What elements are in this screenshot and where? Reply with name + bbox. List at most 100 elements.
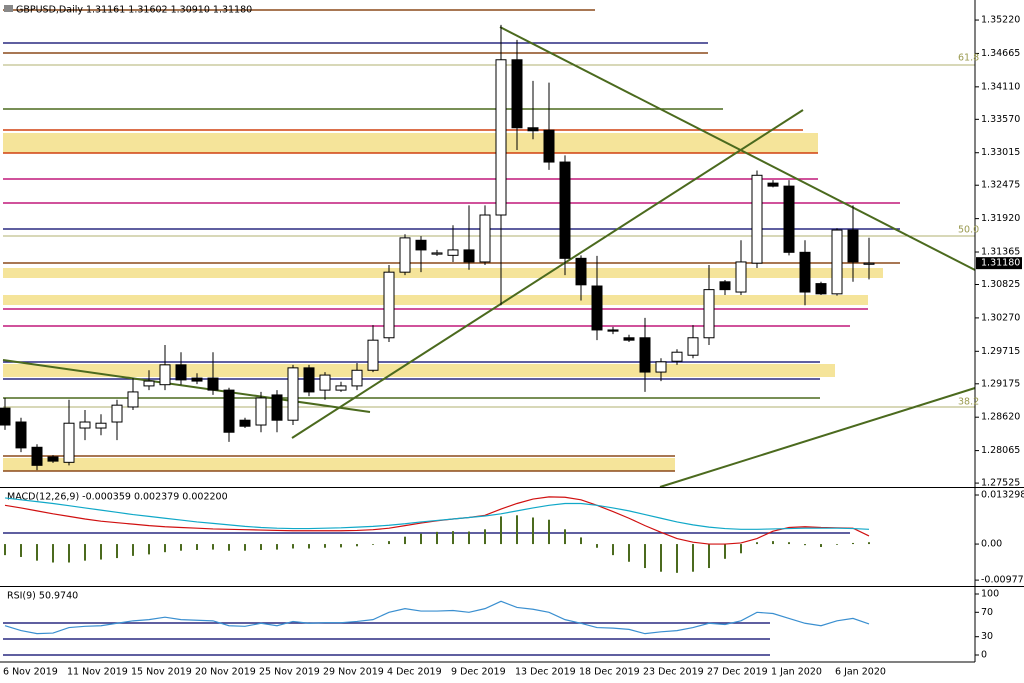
drawn-objects <box>2 9 976 656</box>
y-tick-label: -0.009776 <box>981 575 1024 586</box>
candle-body <box>335 385 347 391</box>
candle-body <box>447 249 459 256</box>
candle-body <box>719 281 731 291</box>
x-tick-label: 29 Nov 2019 <box>323 667 384 678</box>
candle-body <box>351 369 363 387</box>
candle-body <box>783 185 795 253</box>
candle-body <box>415 239 427 251</box>
candle-body <box>399 237 411 273</box>
candle-body <box>639 337 651 373</box>
zone <box>3 133 818 153</box>
candle-body <box>319 374 331 391</box>
candle-body <box>367 339 379 371</box>
fibo-label: 50.0 <box>958 225 979 236</box>
candle-body <box>207 377 219 391</box>
y-tick-label: 1.34665 <box>981 48 1020 59</box>
candle-body <box>255 397 267 426</box>
x-tick-label: 6 Jan 2020 <box>835 667 886 678</box>
y-tick-label: 0 <box>981 650 987 661</box>
candle-body <box>767 182 779 187</box>
chart-header: GBPUSD,Daily 1.31161 1.31602 1.30910 1.3… <box>16 5 252 16</box>
y-tick-label: 1.29715 <box>981 346 1020 357</box>
candle-body <box>591 285 603 331</box>
y-tick-label: 1.28065 <box>981 445 1020 456</box>
candle-body <box>831 229 843 295</box>
x-tick-label: 25 Nov 2019 <box>259 667 320 678</box>
current-price-label: 1.31180 <box>981 258 1020 269</box>
candle-body <box>223 389 235 433</box>
candle-body <box>463 249 475 263</box>
rsi-line <box>4 600 870 635</box>
candle-body <box>847 229 859 263</box>
symbol-icon <box>4 5 13 12</box>
y-tick-label: 1.33015 <box>981 147 1020 158</box>
macd-line <box>4 497 870 530</box>
current-price-box <box>976 257 1022 270</box>
zone <box>3 458 675 471</box>
zone <box>3 268 883 278</box>
y-tick-label: 1.32475 <box>981 180 1020 191</box>
candle-body <box>527 127 539 132</box>
y-tick-label: 0.013298 <box>981 490 1024 501</box>
x-tick-label: 4 Dec 2019 <box>387 667 442 678</box>
candle-body <box>175 364 187 381</box>
y-tick-label: 1.35220 <box>981 15 1020 26</box>
y-tick-label: 1.33570 <box>981 114 1020 125</box>
x-tick-label: 11 Nov 2019 <box>67 667 128 678</box>
y-tick-label: 1.30825 <box>981 279 1020 290</box>
x-tick-label: 15 Nov 2019 <box>131 667 192 678</box>
candle-body <box>495 59 507 216</box>
x-tick-label: 6 Nov 2019 <box>3 667 58 678</box>
candle-body <box>559 161 571 259</box>
macd-title: MACD(12,26,9) -0.000359 0.002379 0.00220… <box>7 492 228 503</box>
candle-body <box>95 422 107 429</box>
candle-body <box>479 214 491 263</box>
candle-body <box>303 367 315 393</box>
x-tick-label: 1 Jan 2020 <box>771 667 822 678</box>
candle-body <box>31 446 43 466</box>
y-tick-label: 1.34110 <box>981 81 1020 92</box>
fibo-label: 61.8 <box>958 53 979 64</box>
y-tick-label: 0.00 <box>981 539 1002 550</box>
candle-body <box>143 380 155 387</box>
candle-body <box>863 262 875 265</box>
y-tick-label: 1.29175 <box>981 378 1020 389</box>
candle-body <box>15 421 27 449</box>
candle-body <box>655 361 667 373</box>
zone <box>3 364 835 377</box>
candle-body <box>815 283 827 295</box>
candle-body <box>239 419 251 427</box>
zone <box>3 295 868 305</box>
candle-body <box>671 351 683 362</box>
x-tick-label: 13 Dec 2019 <box>515 667 576 678</box>
candle-body <box>799 251 811 293</box>
trend-line <box>659 387 976 488</box>
candle-body <box>735 261 747 293</box>
candle-body <box>543 129 555 163</box>
candle-body <box>431 252 443 255</box>
x-tick-label: 9 Dec 2019 <box>451 667 506 678</box>
candle-body <box>687 337 699 356</box>
x-tick-label: 20 Nov 2019 <box>195 667 256 678</box>
candle-body <box>191 377 203 382</box>
x-tick-label: 27 Dec 2019 <box>707 667 768 678</box>
x-tick-label: 18 Dec 2019 <box>579 667 640 678</box>
y-tick-label: 1.28620 <box>981 412 1020 423</box>
candle-body <box>287 367 299 421</box>
candle-body <box>383 271 395 339</box>
candle-body <box>47 456 59 462</box>
y-tick-label: 100 <box>981 589 999 600</box>
x-tick-label: 23 Dec 2019 <box>643 667 704 678</box>
candle-body <box>271 394 283 421</box>
trend-line <box>291 109 804 439</box>
y-tick-label: 1.31920 <box>981 213 1020 224</box>
candle-body <box>0 407 11 426</box>
candle-body <box>703 289 715 339</box>
y-tick-label: 70 <box>981 607 993 618</box>
panel-borders <box>0 0 1024 663</box>
candle-body <box>607 329 619 332</box>
candle-body <box>127 391 139 408</box>
y-tick-label: 1.30270 <box>981 312 1020 323</box>
